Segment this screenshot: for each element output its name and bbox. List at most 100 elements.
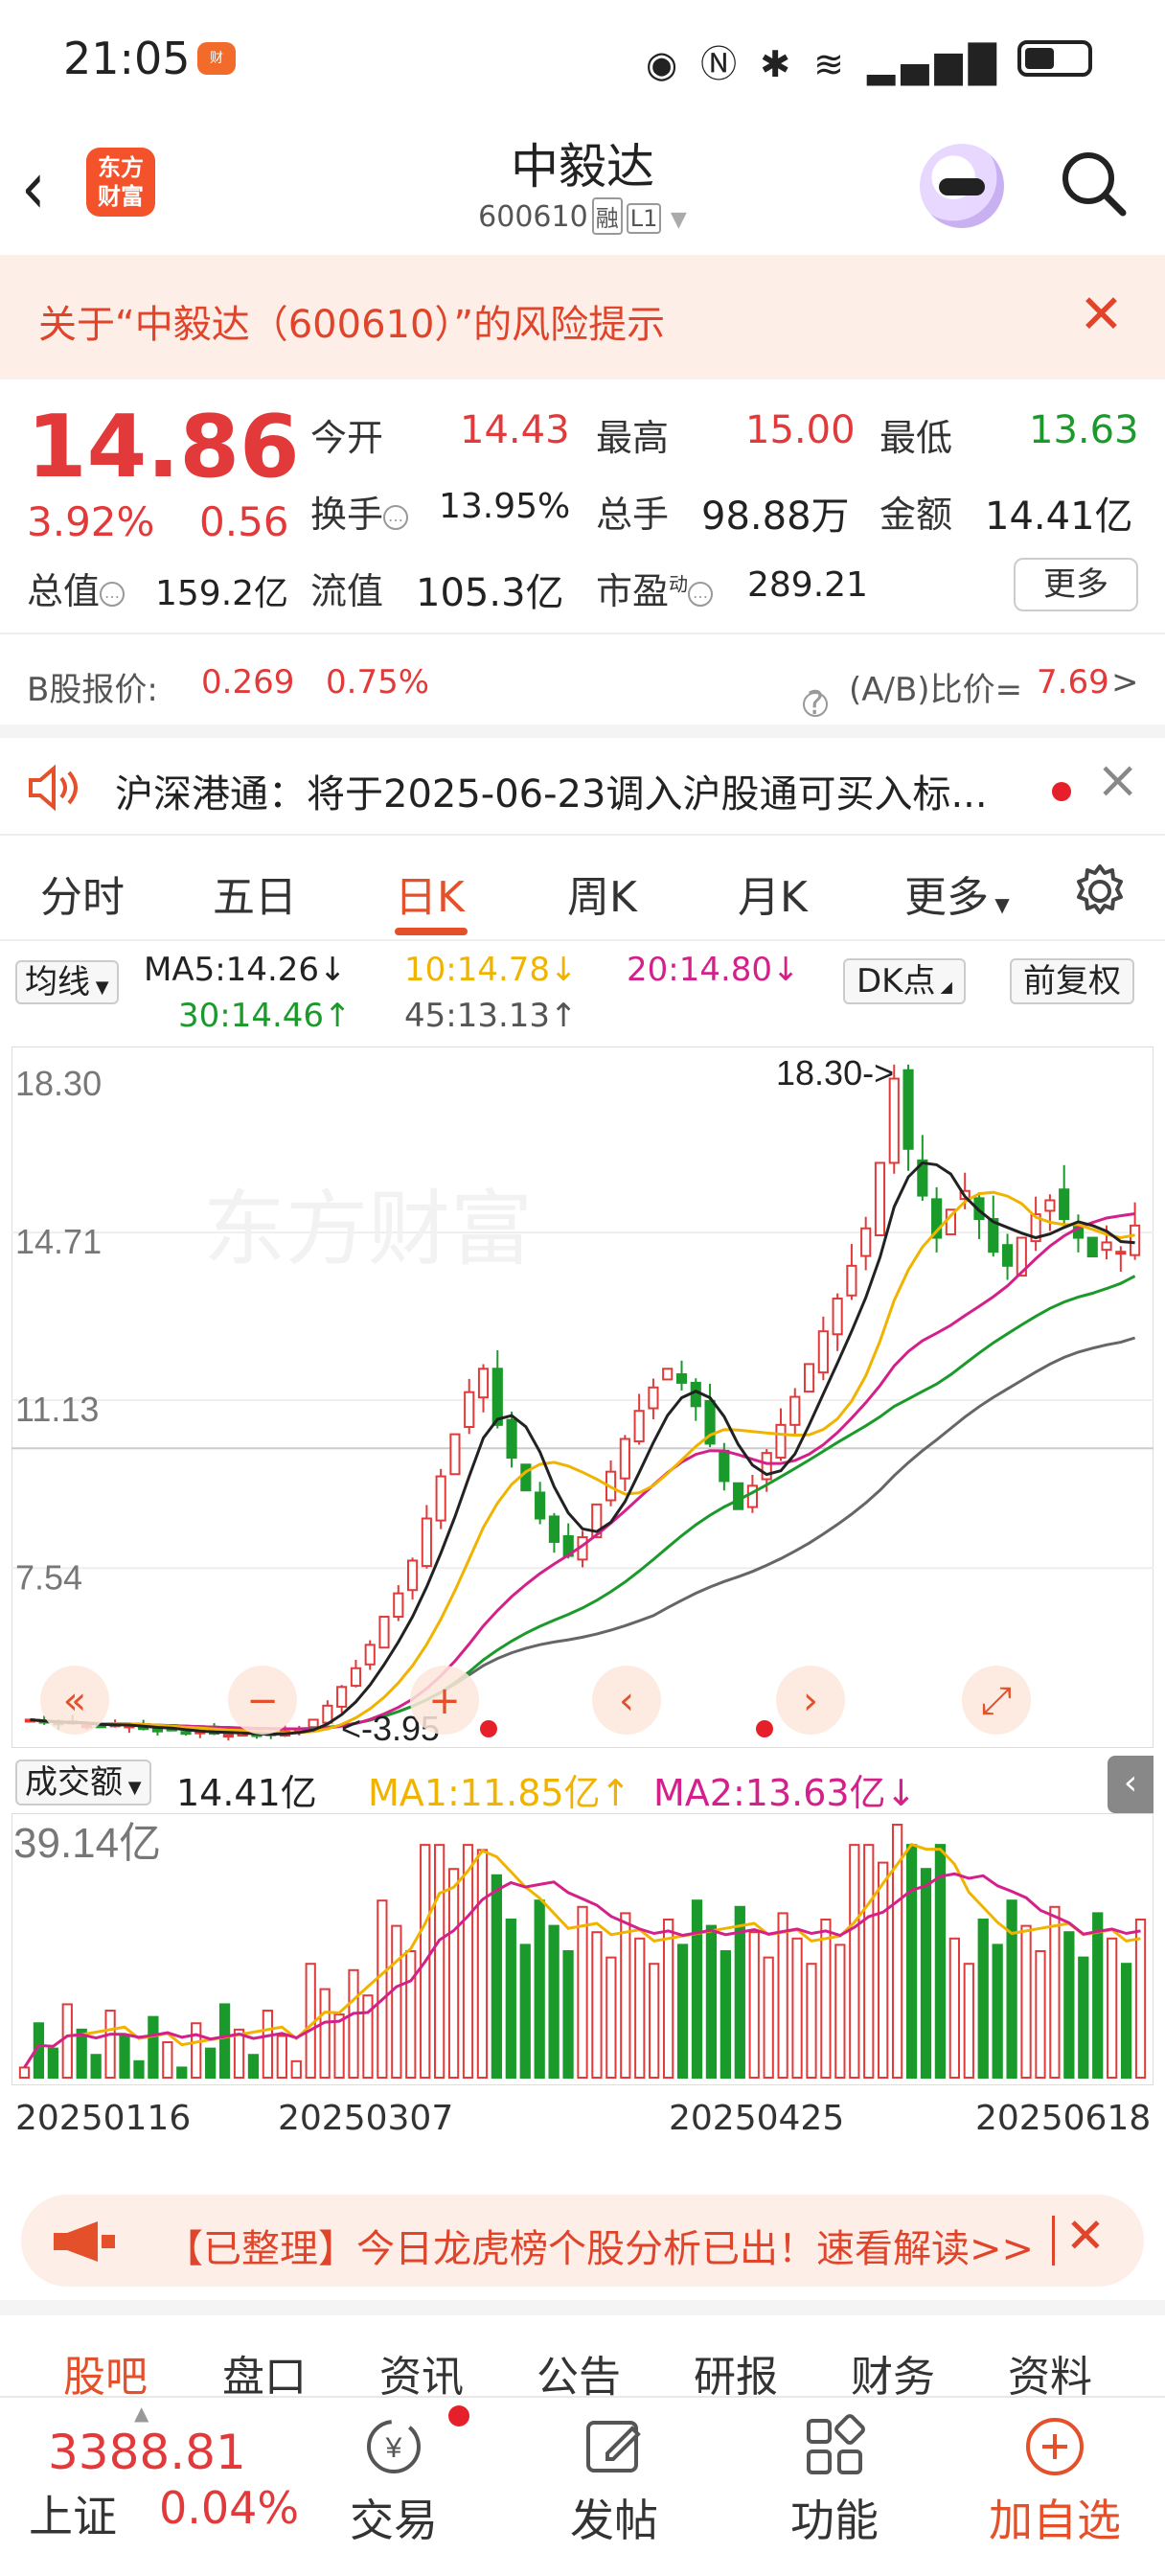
zoom-in-button[interactable] — [410, 1666, 479, 1735]
nav-add-watchlist[interactable]: 加自选 — [983, 2413, 1127, 2549]
back-arrow-icon[interactable]: ‹ — [21, 146, 46, 232]
candle — [917, 1159, 928, 1197]
tab-announcements[interactable]: 公告 — [537, 2353, 621, 2402]
volume-bar — [1107, 1937, 1118, 2079]
tab-five-day[interactable]: 五日 — [213, 873, 297, 922]
zoom-out-button[interactable] — [228, 1666, 297, 1735]
promo-banner[interactable]: 【已整理】今日龙虎榜个股分析已出！速看解读>> ✕ — [21, 2195, 1144, 2287]
volume-value: 98.88万 — [701, 494, 850, 539]
close-icon[interactable]: ✕ — [1079, 284, 1124, 346]
close-icon[interactable]: × — [1096, 749, 1140, 810]
nav-functions[interactable]: 功能 — [763, 2413, 906, 2549]
mktcap-value: 159.2亿 — [155, 574, 289, 613]
volume-chart[interactable]: 39.14亿 — [11, 1813, 1154, 2085]
zoom-in-button-glyph[interactable]: + — [428, 1679, 461, 1723]
stock-code-row[interactable]: 600610 融 L1 ▼ — [0, 197, 1165, 235]
assistant-robot-icon[interactable] — [920, 144, 1004, 228]
notice-text: 沪深港通：将于2025-06-23调入沪股通可买入标... — [115, 772, 988, 816]
open-value: 14.43 — [460, 408, 570, 452]
notice-bar[interactable]: 沪深港通：将于2025-06-23调入沪股通可买入标... × — [0, 724, 1165, 836]
candle — [775, 1423, 787, 1460]
candle — [1101, 1241, 1112, 1252]
tab-news[interactable]: 资讯 — [379, 2353, 464, 2402]
tab-more[interactable]: 更多 ▼ — [904, 873, 1010, 922]
volume-indicator-select[interactable]: 成交额 ▼ — [15, 1760, 151, 1806]
candle — [761, 1452, 772, 1481]
volume-bar — [763, 1956, 774, 2080]
volume-bar — [948, 1937, 960, 2079]
active-tab-underline — [395, 928, 468, 935]
zoom-out-far-button[interactable] — [40, 1666, 109, 1735]
nav-trade[interactable]: ¥ 交易 — [322, 2413, 466, 2549]
index-value[interactable]: 3388.81 — [48, 2425, 246, 2480]
zoom-out-far-button-glyph[interactable]: « — [63, 1679, 86, 1723]
fullscreen-button-glyph[interactable]: ⤢ — [981, 1679, 1012, 1723]
tab-intraday[interactable]: 分时 — [40, 873, 125, 922]
indicator-select[interactable]: 均线 ▼ — [15, 960, 119, 1004]
ma5-line — [30, 1161, 1135, 1736]
tab-orderbook[interactable]: 盘口 — [222, 2353, 307, 2402]
volume-bar — [1134, 1919, 1147, 2079]
candle — [393, 1592, 404, 1619]
close-icon[interactable]: ✕ — [1065, 2208, 1106, 2264]
gear-icon[interactable] — [1071, 862, 1129, 920]
volume-bar — [505, 1919, 516, 2079]
pan-right-button-glyph[interactable]: › — [803, 1679, 818, 1723]
dk-point-select[interactable]: DK点 ◢ — [843, 958, 966, 1004]
candle — [662, 1368, 674, 1381]
risk-warning-banner[interactable]: 关于“中毅达（600610）”的风险提示 ✕ — [0, 255, 1165, 380]
volume-bar — [591, 1931, 603, 2079]
mktcap-label[interactable]: 总值… — [27, 562, 126, 614]
pan-right-button[interactable] — [776, 1666, 845, 1735]
signal-dot — [480, 1720, 497, 1737]
adjust-select[interactable]: 前复权 — [1010, 958, 1134, 1004]
tab-research[interactable]: 研报 — [694, 2353, 778, 2402]
ma5-value: MA5:14.26↓ — [144, 951, 347, 989]
nav-post[interactable]: 发帖 — [542, 2413, 686, 2549]
battery-icon — [1017, 40, 1092, 77]
collapse-panel-icon[interactable]: ‹ — [1108, 1756, 1154, 1813]
ma10-line — [30, 1190, 1135, 1735]
candle — [619, 1438, 630, 1480]
candle — [832, 1298, 843, 1336]
status-bar: 21:05 财 ◉ Ⓝ ✱ ≋ ▂▄▆█ — [0, 0, 1165, 115]
float-label: 流值 — [310, 570, 384, 612]
ab-ratio-label: (A/B)比价= — [849, 671, 1023, 709]
stock-header: ‹ 东方 财富 中毅达 600610 融 L1 ▼ — [0, 115, 1165, 255]
volume-bar — [104, 2010, 116, 2079]
amount-label: 金额 — [879, 494, 953, 536]
volume-bar — [1049, 1905, 1061, 2079]
volume-bar — [534, 1899, 545, 2079]
candle — [591, 1503, 603, 1539]
tab-monthly-k[interactable]: 月K — [738, 873, 808, 922]
volume-bar — [290, 2059, 302, 2079]
b-share-row[interactable]: B股报价: 0.269 0.75% ? (A/B)比价= 7.69 > — [0, 632, 1165, 724]
tab-weekly-k[interactable]: 周K — [567, 873, 637, 922]
tab-financials[interactable]: 财务 — [851, 2353, 935, 2402]
more-button[interactable]: 更多 — [1014, 558, 1138, 611]
volume-bar — [963, 1963, 974, 2079]
pan-left-button[interactable] — [592, 1666, 661, 1735]
volume-bar — [519, 1944, 531, 2079]
turnover-label[interactable]: 换手… — [310, 485, 409, 538]
search-icon[interactable] — [1060, 150, 1127, 217]
tab-forum[interactable]: 股吧 — [63, 2353, 148, 2402]
eastmoney-logo: 东方 财富 — [86, 148, 155, 217]
low-value: 13.63 — [1029, 408, 1139, 452]
volume-bar — [1120, 1963, 1132, 2079]
pan-left-button-glyph[interactable]: ‹ — [619, 1679, 634, 1723]
candle — [406, 1559, 419, 1592]
volume-bar — [691, 1899, 703, 2079]
tab-profile[interactable]: 资料 — [1008, 2353, 1092, 2402]
index-percent: 0.04% — [159, 2482, 300, 2534]
zoom-out-button-glyph[interactable]: − — [246, 1679, 279, 1723]
fullscreen-button[interactable] — [962, 1666, 1031, 1735]
pe-label[interactable]: 市盈动… — [596, 562, 714, 614]
volume-bar — [1020, 1924, 1032, 2079]
candle — [1016, 1236, 1027, 1277]
candle — [435, 1475, 446, 1522]
volume-bar — [205, 2047, 217, 2079]
tab-daily-k[interactable]: 日K — [395, 873, 465, 922]
speaker-icon — [29, 764, 78, 812]
